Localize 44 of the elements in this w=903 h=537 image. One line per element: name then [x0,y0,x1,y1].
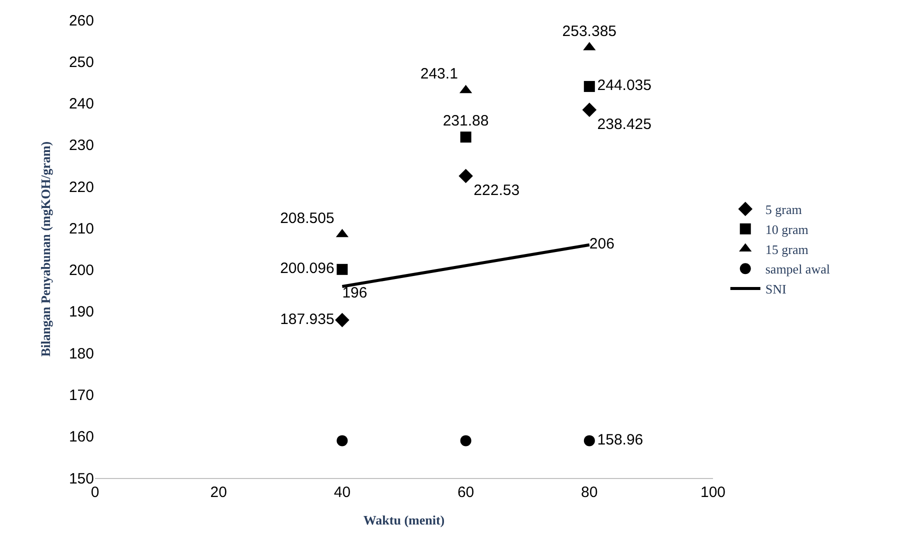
point [336,264,348,275]
data-label: 243.1 [420,66,458,83]
x-tick-label: 100 [700,484,726,501]
y-tick-label: 210 [68,220,94,238]
point [336,435,348,446]
data-label: 253.385 [562,22,617,40]
data-label: 196 [342,284,368,302]
data-label: 206 [589,236,614,253]
point [584,435,595,446]
data-label: 208.505 [280,210,334,227]
y-tick-label: 180 [68,345,94,362]
y-tick-label: 170 [68,386,94,404]
data-label: 222.53 [474,182,520,200]
y-axis-title: Bilangan Penyabunan (mgKOH/gram) [38,141,53,357]
point [335,312,350,328]
legend-label: SNI [765,282,786,297]
data-label: 200.096 [280,260,334,278]
data-label: 158.96 [597,431,644,448]
data-label: 244.035 [597,77,652,94]
y-tick-label: 220 [68,178,94,196]
legend-label: 15 gram [765,242,808,257]
point [458,168,473,184]
x-tick-label: 60 [457,484,474,501]
y-tick-label: 160 [68,428,94,446]
point [582,102,597,117]
legend-label: 10 gram [765,222,808,237]
y-tick-label: 260 [68,12,94,30]
point [460,132,472,143]
x-tick-label: 20 [210,484,227,501]
legend-label: 5 gram [765,202,802,218]
x-axis-title: Waktu (menit) [363,512,445,528]
point [460,435,472,446]
y-tick-label: 200 [68,262,94,280]
x-tick-label: 40 [334,484,351,501]
point [584,80,595,92]
data-label: 231.88 [442,112,489,130]
y-tick-label: 250 [68,54,94,71]
data-label: 187.935 [280,310,334,328]
legend-label: sampel awal [765,262,830,277]
x-tick-label: 80 [581,484,598,501]
y-tick-label: 230 [68,137,94,154]
data-label: 238.425 [597,116,652,133]
y-tick-label: 240 [68,96,94,113]
y-tick-label: 190 [68,304,94,321]
